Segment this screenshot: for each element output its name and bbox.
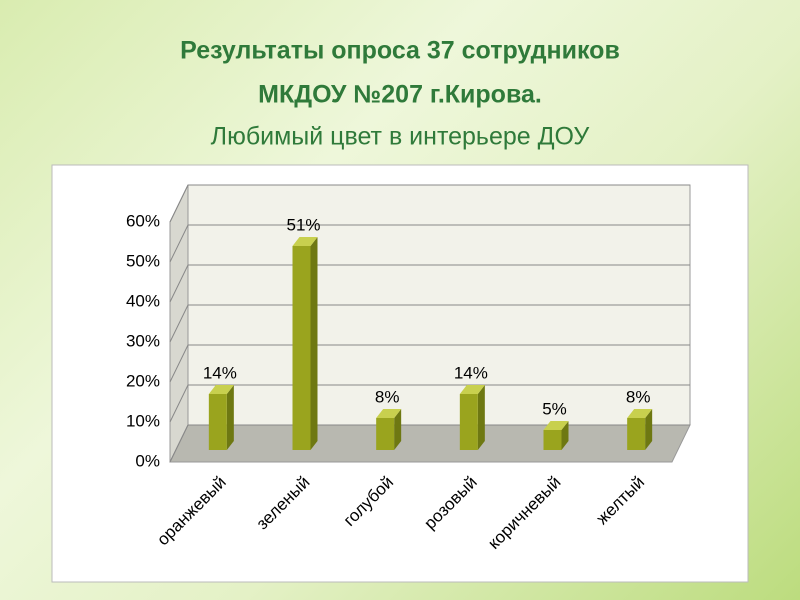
- y-tick-label: 40%: [126, 291, 160, 310]
- value-label: 8%: [626, 387, 651, 406]
- bar-side: [310, 237, 318, 450]
- chart-title: МКДОУ №207 г.Кирова.: [258, 81, 542, 109]
- bar-top: [459, 385, 485, 394]
- y-tick-label: 50%: [126, 251, 160, 270]
- grid-line: [169, 264, 690, 303]
- y-tick-label: 10%: [126, 411, 160, 430]
- grid-line: [169, 384, 690, 423]
- chart-subtitle: Любимый цвет в интерьере ДОУ: [211, 123, 590, 151]
- bar-top: [208, 385, 234, 394]
- bar: [208, 394, 227, 450]
- grid-line: [169, 224, 690, 263]
- y-tick-label: 20%: [126, 371, 160, 390]
- value-label: 51%: [286, 215, 320, 234]
- bar: [459, 394, 478, 450]
- bar-side: [226, 385, 234, 450]
- value-label: 14%: [454, 363, 488, 382]
- bar-side: [477, 385, 485, 450]
- y-tick-label: 60%: [126, 211, 160, 230]
- grid-line: [169, 344, 690, 383]
- bar-top: [376, 409, 402, 418]
- bar-side: [394, 409, 402, 450]
- bar-top: [543, 421, 569, 430]
- y-tick-label: 0%: [135, 451, 160, 470]
- bar-top: [627, 409, 653, 418]
- bar-top: [292, 237, 318, 246]
- bar: [376, 418, 395, 450]
- value-label: 8%: [375, 387, 400, 406]
- grid-line: [169, 424, 690, 463]
- bar: [292, 246, 311, 450]
- bar-side: [561, 421, 569, 450]
- floor: [169, 424, 691, 463]
- y-tick-label: 30%: [126, 331, 160, 350]
- bar: [543, 430, 562, 450]
- value-label: 5%: [542, 399, 567, 418]
- grid-line: [169, 184, 690, 223]
- value-label: 14%: [203, 363, 237, 382]
- bar-side: [645, 409, 653, 450]
- chart-title: Результаты опроса 37 сотрудников: [180, 37, 620, 65]
- bar: [627, 418, 646, 450]
- grid-line: [169, 304, 690, 343]
